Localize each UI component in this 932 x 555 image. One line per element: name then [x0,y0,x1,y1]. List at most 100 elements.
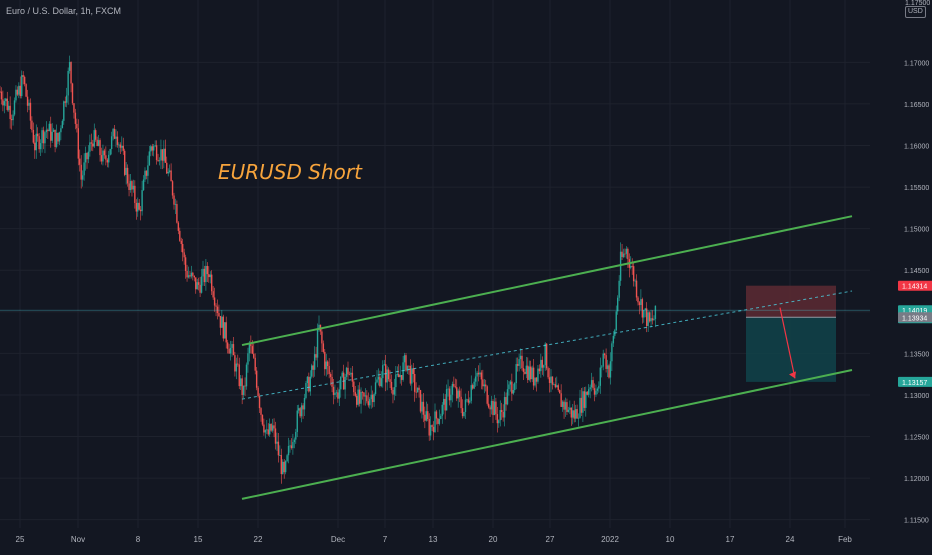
candle-body [370,394,372,400]
candle-body [564,402,567,410]
candle-body [177,222,180,231]
candle-body [197,282,200,285]
candle-body [9,105,11,120]
candle-body [463,411,465,417]
candle-body [414,373,416,392]
candle-body [411,368,413,384]
candle-body [356,395,358,405]
candle-body [247,353,249,365]
candle-body [286,455,288,462]
candle-body [585,391,587,408]
candle-body [437,418,439,424]
candle-body [180,240,182,244]
candle-body [279,455,281,456]
candle-body [92,143,94,147]
candle-body [654,305,657,320]
candle-body [408,365,410,367]
price-axis-panel[interactable] [870,0,932,550]
candle-body [428,419,430,436]
stop-loss-zone[interactable] [746,285,836,318]
candle-body [199,284,201,293]
candle-body [469,400,471,403]
candle-body [599,367,601,386]
candle-body [456,387,458,399]
candle-body [196,282,198,290]
candle-body [211,274,213,292]
target-arrow[interactable] [779,307,796,379]
candle-body [524,371,526,374]
position-zones [746,285,836,382]
price-label-box[interactable] [898,376,932,387]
candle-body [226,342,229,349]
candle-body [29,102,32,121]
candle-body [402,362,404,380]
x-tick-label: 20 [489,535,498,544]
candle-body [577,417,580,419]
candle-body [464,399,467,412]
candle-body [503,397,506,418]
candle-body [155,145,158,161]
price-label-box[interactable] [898,312,932,323]
candle-body [566,402,568,412]
candle-body [90,142,93,144]
candle-body [545,343,548,369]
candle-body [541,359,543,368]
x-tick-label: Nov [71,535,85,544]
candle-body [80,164,82,180]
candle-body [612,335,615,344]
candle-body [189,275,191,277]
take-profit-zone[interactable] [746,317,836,382]
candle-body [563,401,565,410]
candle-body [638,302,641,305]
candle-body [509,381,512,385]
symbol-title[interactable]: Euro / U.S. Dollar, 1h, FXCM [6,6,122,16]
candle-body [115,136,117,139]
channel-mid-line[interactable] [241,290,853,400]
candle-body [139,209,142,212]
candle-body [264,430,267,433]
candle-body [221,316,223,328]
y-tick-label: 1.15500 [904,185,929,192]
candle-body [303,397,306,410]
candle-body [311,365,313,377]
candle-body [527,365,529,380]
candle-body [547,368,549,378]
candle-body [183,252,185,258]
candle-body [422,401,425,415]
candle-body [569,407,571,410]
currency-tag[interactable]: USD [905,6,926,18]
candle-body [97,140,100,146]
candle-body [270,423,272,431]
candle-body [274,428,277,444]
candle-body [405,355,407,371]
candle-body [22,75,24,77]
candle-body [382,365,384,379]
candle-body [271,425,274,431]
price-label-box[interactable] [898,280,932,291]
channel-upper-line[interactable] [241,215,853,347]
time-axis-panel[interactable] [0,528,932,550]
candle-body [200,276,203,293]
candle-body [415,391,417,393]
candle-body [445,389,448,411]
candle-body [0,91,1,93]
annotation-text[interactable]: EURUSD Short [218,160,362,184]
drawings[interactable] [0,215,870,500]
candle-body [89,142,91,152]
candle-body [383,364,385,366]
candle-body [52,129,55,132]
candle-body [373,393,375,403]
candle-body [218,313,220,317]
candle-body [145,170,148,176]
candle-body [316,329,319,358]
candle-body [363,392,365,397]
candle-body [3,101,6,106]
channel-lower-line[interactable] [241,369,853,500]
candle-body [6,98,8,110]
candle-body [299,408,301,417]
x-tick-label: 25 [16,535,25,544]
candle-body [73,103,75,113]
